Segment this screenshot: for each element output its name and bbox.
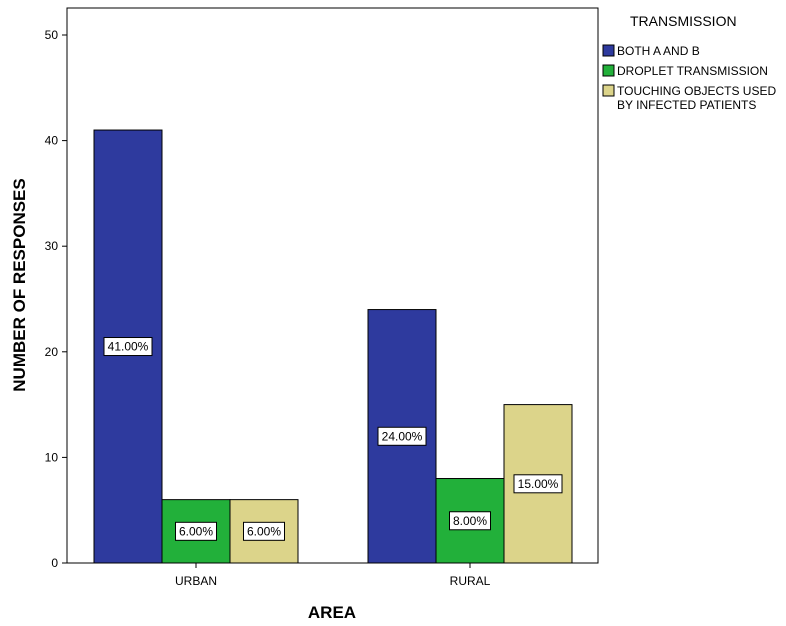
legend-title: TRANSMISSION bbox=[630, 13, 737, 29]
data-label: 41.00% bbox=[108, 340, 149, 354]
data-label-box bbox=[103, 337, 153, 357]
data-label-box bbox=[449, 511, 491, 531]
y-tick-label: 30 bbox=[45, 239, 59, 253]
data-label: 6.00% bbox=[179, 524, 213, 538]
plot-area-frame bbox=[66, 7, 599, 564]
y-tick-label: 50 bbox=[45, 28, 59, 42]
legend-swatch bbox=[602, 84, 615, 97]
y-tick-label: 20 bbox=[45, 345, 59, 359]
legend: TRANSMISSION BOTH A AND B DROPLET TRANSMI… bbox=[602, 13, 776, 112]
data-label-box bbox=[243, 521, 285, 541]
legend-swatch bbox=[602, 44, 615, 57]
y-axis-title: NUMBER OF RESPONSES bbox=[10, 178, 29, 391]
y-tick-label: 10 bbox=[45, 450, 59, 464]
data-label: 24.00% bbox=[382, 429, 423, 443]
x-tick-label: URBAN bbox=[175, 574, 217, 588]
data-label: 15.00% bbox=[518, 477, 559, 491]
x-tick-label: RURAL bbox=[450, 574, 491, 588]
data-label: 6.00% bbox=[247, 524, 281, 538]
y-axis: 0 10 20 30 40 50 bbox=[45, 28, 67, 570]
legend-swatch bbox=[602, 64, 615, 77]
bars: 41.00% 6.00% 6.00% 24.00% 8.00% 15.00% bbox=[93, 129, 573, 564]
data-label-box bbox=[377, 426, 427, 446]
y-tick-label: 0 bbox=[51, 556, 58, 570]
x-axis-title: AREA bbox=[308, 603, 356, 622]
x-axis: URBAN RURAL bbox=[175, 563, 491, 588]
legend-label: TOUCHING OBJECTS USED BY INFECTED PATIENT… bbox=[617, 84, 776, 112]
y-tick-label: 40 bbox=[45, 134, 59, 148]
data-label-box bbox=[513, 474, 563, 494]
data-label-box bbox=[175, 521, 217, 541]
legend-label: BOTH A AND B bbox=[617, 44, 700, 58]
data-label: 8.00% bbox=[453, 514, 487, 528]
legend-label: DROPLET TRANSMISSION bbox=[617, 64, 768, 78]
